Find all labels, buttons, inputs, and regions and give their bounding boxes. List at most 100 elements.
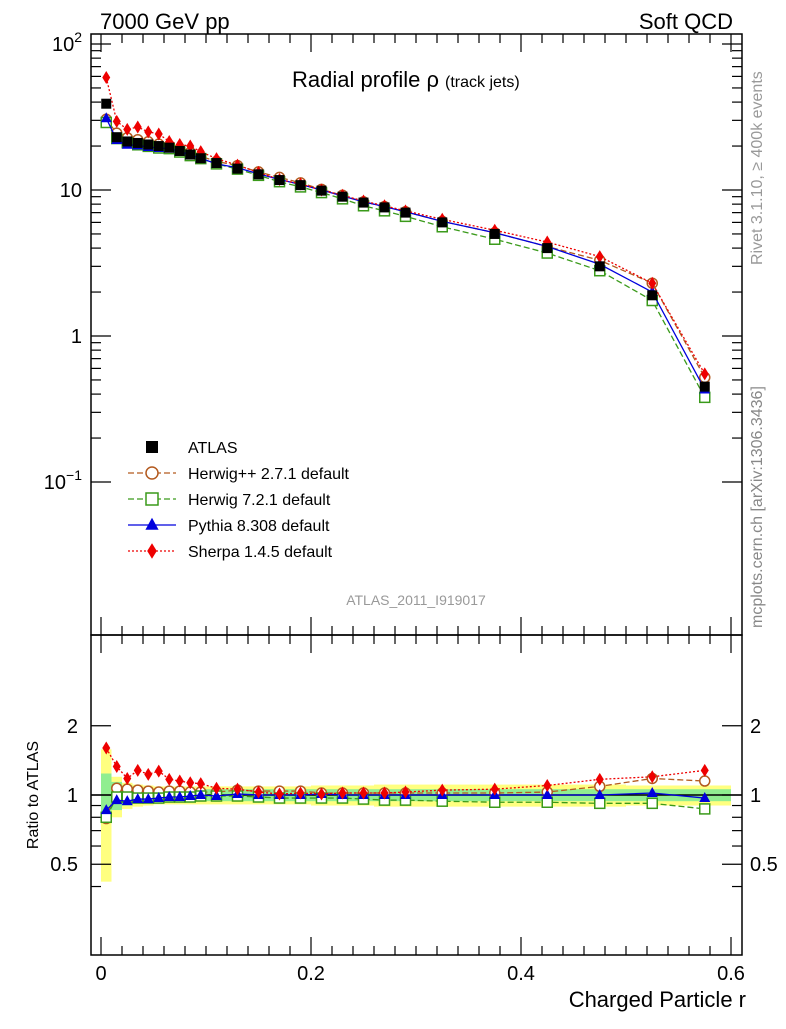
data-point-atlas — [316, 185, 327, 196]
ratio-tick-label-2-right: 2 — [750, 716, 761, 738]
ratio-point-pythia — [111, 794, 123, 805]
data-point-atlas — [295, 180, 306, 191]
ratio-point-sherpa — [133, 763, 142, 777]
data-point-atlas — [111, 132, 122, 143]
legend-label-atlas: ATLAS — [188, 440, 238, 457]
ratio-point-sherpa — [595, 772, 604, 786]
x-axis-title: Charged Particle r — [569, 987, 746, 1012]
ratio-point-sherpa — [338, 786, 347, 800]
ratio-y-tick-labels: 2 1 0.5 2 1 0.5 — [50, 716, 778, 876]
ratio-point-sherpa — [438, 783, 447, 797]
main-y-tick-labels: 103 102 10 1 10−1 — [44, 29, 82, 494]
data-point-atlas — [164, 142, 175, 153]
ratio-point-sherpa — [196, 777, 205, 791]
data-point-atlas — [437, 217, 448, 228]
data-point-sherpa — [595, 250, 604, 264]
data-point-atlas — [253, 169, 264, 180]
data-point-sherpa — [154, 127, 163, 141]
data-point-atlas — [594, 261, 605, 272]
ratio-point-sherpa — [186, 776, 195, 790]
ratio-point-sherpa — [233, 782, 242, 796]
ratio-point-sherpa — [144, 767, 153, 781]
data-point-atlas — [211, 158, 222, 169]
ratio-point-sherpa — [254, 785, 263, 799]
ratio-point-sherpa — [490, 782, 499, 796]
legend-label-herwig7: Herwig 7.2.1 default — [188, 492, 331, 509]
data-point-sherpa — [186, 139, 195, 153]
legend-item-atlas: ATLAS — [146, 440, 238, 457]
y-tick-label-0.1: 10−1 — [44, 467, 82, 494]
ratio-point-herwig7 — [594, 797, 606, 810]
ratio-point-sherpa — [175, 774, 184, 788]
ratio-point-sherpa — [154, 764, 163, 778]
ratio-tick-label-0.5-right: 0.5 — [750, 854, 778, 876]
uncertainty-bands — [101, 749, 731, 882]
ratio-point-sherpa — [380, 786, 389, 800]
data-point-atlas — [122, 136, 133, 147]
ratio-series — [100, 741, 711, 825]
ratio-point-sherpa — [112, 760, 121, 774]
ratio-point-pythia — [174, 791, 186, 802]
ratio-point-pythia — [121, 795, 133, 806]
data-point-sherpa — [123, 122, 132, 136]
data-point-sherpa — [112, 114, 121, 128]
ratio-line-sherpa — [105, 747, 705, 795]
ratio-point-herwig7 — [646, 797, 658, 810]
data-point-sherpa — [102, 70, 111, 84]
ratio-axis-title: Ratio to ATLAS — [25, 741, 42, 849]
ratio-point-pythia — [100, 804, 112, 815]
series-sherpa — [102, 70, 709, 381]
data-point-atlas — [195, 153, 206, 164]
ratio-point-sherpa — [317, 787, 326, 801]
data-point-sherpa — [144, 125, 153, 139]
ratio-point-sherpa — [359, 786, 368, 800]
ratio-point-pythia — [195, 789, 207, 799]
data-point-sherpa — [700, 367, 709, 381]
data-point-atlas — [101, 98, 112, 109]
data-point-atlas — [699, 381, 710, 392]
legend: ATLAS Herwig++ 2.7.1 default Herwig 7.2.1 … — [128, 440, 350, 561]
ratio-point-pythia — [142, 793, 154, 804]
ratio-point-sherpa — [102, 741, 111, 755]
series-atlas — [101, 98, 710, 392]
data-point-herwig7 — [699, 391, 711, 404]
data-point-atlas — [185, 149, 196, 160]
ratio-point-sherpa — [700, 763, 709, 777]
legend-marker-sherpa — [147, 543, 157, 559]
legend-item-pythia: Pythia 8.308 default — [128, 517, 330, 535]
x-tick-labels: 0 0.2 0.4 0.6 — [95, 963, 744, 985]
data-point-atlas — [337, 191, 348, 202]
ratio-point-pythia — [184, 790, 196, 801]
legend-label-herwigpp: Herwig++ 2.7.1 default — [188, 466, 350, 483]
header-right: Soft QCD — [639, 9, 733, 34]
data-point-atlas — [153, 141, 164, 152]
series-line-sherpa — [105, 77, 706, 375]
ratio-point-pythia — [153, 792, 165, 803]
y-tick-label-100: 102 — [52, 29, 82, 56]
ratio-point-sherpa — [296, 786, 305, 800]
legend-marker-pythia — [145, 517, 159, 530]
data-point-atlas — [143, 139, 154, 150]
ratio-point-sherpa — [212, 781, 221, 795]
ratio-tick-label-1: 1 — [67, 785, 78, 807]
x-tick-label-0: 0 — [95, 963, 106, 985]
data-point-sherpa — [133, 120, 142, 134]
axis-ticks — [91, 34, 742, 955]
data-point-atlas — [132, 137, 143, 148]
ratio-point-pythia — [132, 793, 144, 804]
ratio-tick-label-1-right: 1 — [750, 785, 761, 807]
band-inner-bin — [101, 773, 112, 823]
ratio-point-pythia — [594, 789, 606, 799]
ratio-tick-label-0.5: 0.5 — [50, 854, 78, 876]
ratio-point-pythia — [211, 790, 222, 801]
header-left: 7000 GeV pp — [100, 9, 230, 34]
mcplots-label: mcplots.cern.ch [arXiv:1306.3436] — [749, 386, 766, 628]
ratio-point-pythia — [646, 787, 658, 798]
ratio-series-sherpa — [102, 741, 709, 801]
legend-label-sherpa: Sherpa 1.4.5 default — [188, 544, 333, 561]
ratio-point-herwig7 — [699, 803, 711, 815]
x-tick-label-0.2: 0.2 — [297, 963, 325, 985]
ratio-point-sherpa — [123, 771, 132, 785]
ratio-point-sherpa — [165, 772, 174, 786]
